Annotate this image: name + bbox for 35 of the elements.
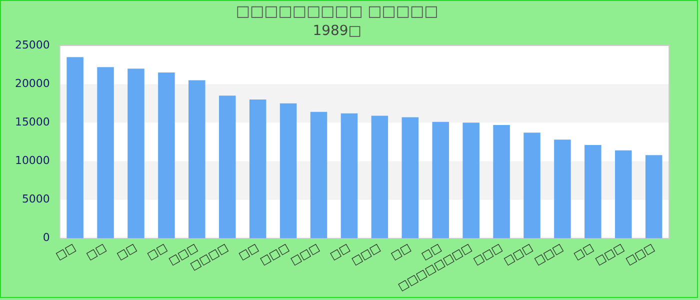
bar [158, 72, 175, 238]
bar [280, 103, 297, 238]
bar [97, 67, 114, 238]
bar [402, 117, 419, 238]
bar [524, 132, 540, 238]
x-tick-label: □□ [571, 240, 596, 262]
x-tick-label: □□ [84, 240, 108, 262]
bar [188, 80, 206, 238]
x-tick-label: □□ [328, 240, 352, 262]
bar [371, 116, 388, 238]
bar [584, 145, 602, 238]
bar [218, 96, 236, 238]
bar [432, 122, 449, 238]
y-tick-label: 0 [42, 231, 50, 244]
bar [493, 124, 510, 238]
chart-subtitle: 1989□ [312, 22, 362, 39]
y-tick-label: 20000 [14, 76, 50, 90]
y-tick-label: 15000 [14, 116, 50, 128]
y-tick-label: 25000 [14, 38, 50, 52]
bar [310, 112, 328, 238]
bar [462, 122, 480, 238]
x-tick-label: □□ [144, 240, 170, 262]
bar [249, 100, 266, 238]
bar [340, 113, 358, 238]
y-tick-label: 10000 [14, 154, 50, 168]
bar [554, 140, 571, 238]
chart-title: □□□□□□□□□ □□□□□ [236, 2, 438, 20]
bar [66, 57, 84, 238]
x-tick-label: □□ [114, 240, 139, 262]
y-tick-label: 5000 [22, 192, 50, 206]
x-tick-label: □□ [54, 240, 78, 262]
bar [645, 155, 662, 238]
x-tick-label: □□ [236, 240, 261, 262]
bar [615, 150, 632, 238]
bar [128, 68, 144, 238]
